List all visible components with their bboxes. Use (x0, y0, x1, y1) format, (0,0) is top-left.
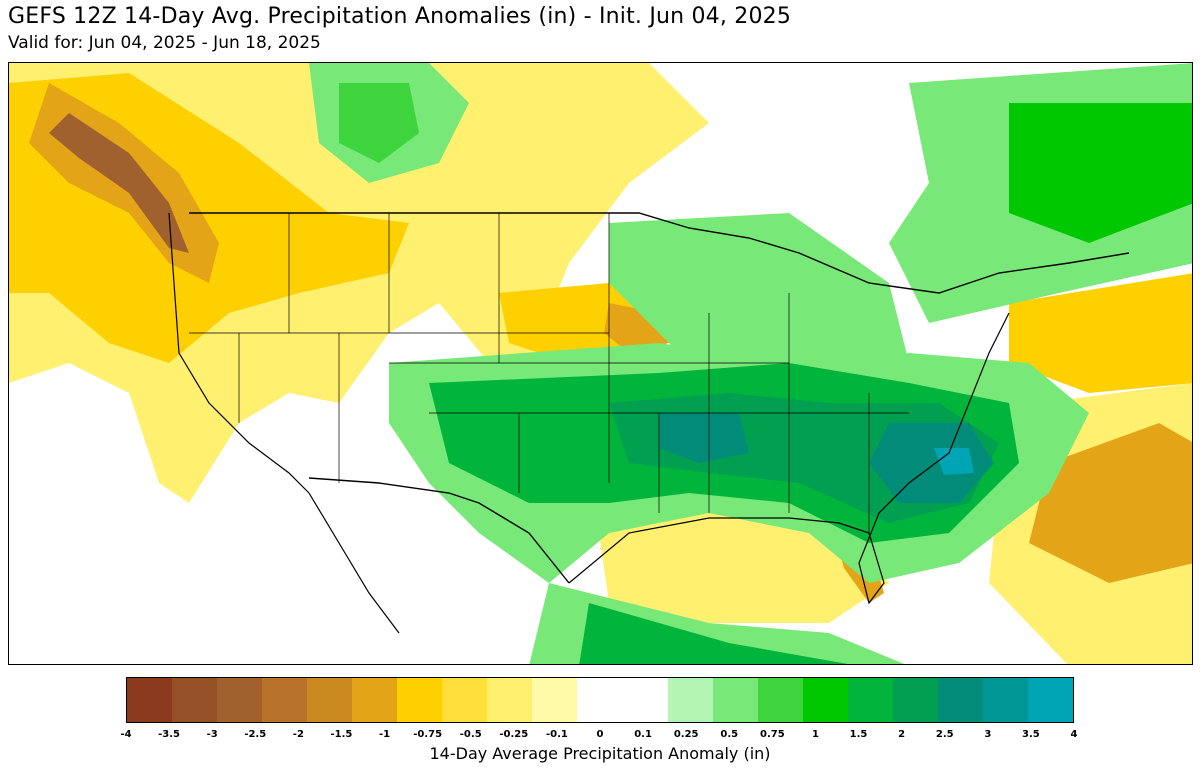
coastline-west (168, 212, 310, 494)
wet-region-mexico-gulf-core (579, 603, 848, 664)
colorbar-swatch (757, 678, 803, 722)
colorbar (126, 677, 1074, 723)
colorbar-swatch (172, 678, 218, 722)
wet-region-mississippi-teal (659, 413, 749, 463)
colorbar-swatch (352, 678, 398, 722)
colorbar-label: 14-Day Average Precipitation Anomaly (in… (429, 744, 771, 763)
colorbar-swatch (307, 678, 353, 722)
colorbar-swatch (217, 678, 263, 722)
colorbar-swatch (532, 678, 578, 722)
colorbar-tick-label: -0.75 (413, 729, 443, 740)
colorbar-ticks: -4 -3.5 -3 -2.5 -2 -1.5 -1 -0.75 -0.5 -0.25 -0.1 0 0… (120, 729, 1077, 743)
wet-region-carolinas-teal (869, 423, 994, 503)
colorbar-tick-label: 3.5 (1022, 729, 1040, 740)
wet-region-canada-north-core (339, 83, 419, 163)
colorbar-tick-label: 0.25 (673, 729, 699, 740)
colorbar-tick-label: 2 (898, 729, 906, 740)
colorbar-tick-label: -2 (292, 729, 304, 740)
colorbar-swatch (1027, 678, 1073, 722)
map-canvas (9, 63, 1192, 664)
colorbar-tick-label: -0.5 (459, 729, 482, 740)
colorbar-swatch (127, 678, 173, 722)
colorbar-swatch (937, 678, 983, 722)
border-us-canada (189, 212, 1130, 294)
colorbar-swatch (577, 678, 623, 722)
colorbar-tick-label: 1.5 (849, 729, 868, 740)
wet-region-carolinas-cyan (934, 448, 974, 475)
colorbar-swatch (667, 678, 713, 722)
colorbar-swatch (712, 678, 758, 722)
colorbar-tick-label: 1 (811, 729, 819, 740)
colorbar-tick-label: -1 (378, 729, 391, 740)
colorbar-swatch (892, 678, 938, 722)
colorbar-swatch (622, 678, 668, 722)
colorbar-tick-label: -3 (206, 729, 218, 740)
colorbar-swatch (487, 678, 533, 722)
colorbar-swatch (982, 678, 1028, 722)
dry-region-northeast (1009, 273, 1192, 393)
colorbar-swatch (442, 678, 488, 722)
colorbar-tick-label: 0.75 (760, 729, 785, 740)
colorbar-tick-label: 0.1 (634, 729, 652, 740)
colorbar-tick-label: -4 (120, 729, 132, 740)
state-borders (189, 213, 909, 533)
colorbar-tick-label: -3.5 (158, 729, 181, 740)
dry-region-atlantic-core (1029, 423, 1192, 583)
colorbar-tick-label: -0.25 (499, 729, 529, 740)
colorbar-swatch (262, 678, 308, 722)
wet-region-canada-east-core (1009, 103, 1192, 243)
colorbar-swatch (397, 678, 443, 722)
colorbar-tick-label: 4 (1070, 729, 1078, 740)
colorbar-swatch (847, 678, 893, 722)
precipitation-anomaly-map (8, 62, 1193, 665)
border-us-mexico (308, 477, 570, 584)
colorbar-tick-label: -1.5 (330, 729, 353, 740)
map-subtitle: Valid for: Jun 04, 2025 - Jun 18, 2025 (8, 33, 321, 53)
colorbar-tick-label: 3 (984, 729, 992, 740)
colorbar-tick-label: 0.5 (720, 729, 739, 740)
coastline-baja (308, 492, 400, 634)
colorbar-tick-label: -0.1 (545, 729, 568, 740)
colorbar-tick-label: 0 (596, 729, 604, 740)
map-title: GEFS 12Z 14-Day Avg. Precipitation Anoma… (8, 4, 792, 29)
dry-region-cascades-core (49, 113, 189, 253)
coastline-gulf (568, 312, 1010, 605)
colorbar-tick-label: -2.5 (244, 729, 267, 740)
colorbar-tick-label: 2.5 (935, 729, 954, 740)
colorbar-swatch (802, 678, 848, 722)
